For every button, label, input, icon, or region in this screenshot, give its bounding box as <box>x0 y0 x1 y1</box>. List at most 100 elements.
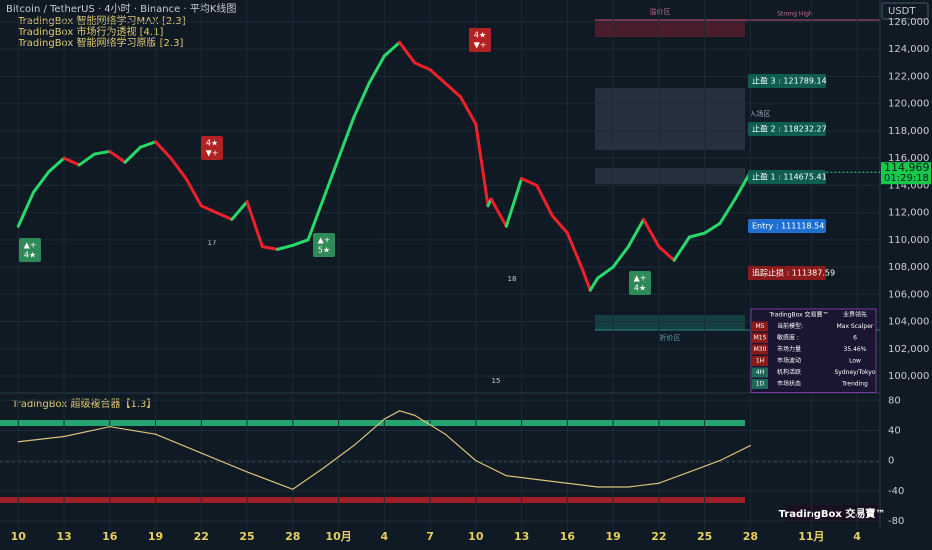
y-tick-label: 80 <box>888 395 901 406</box>
signal-box <box>313 233 335 257</box>
y-tick-label: 120,000 <box>888 99 929 110</box>
table-tf <box>752 367 768 378</box>
price-segment <box>382 40 402 58</box>
price-segment <box>657 245 676 262</box>
count-label: 15 <box>492 377 501 385</box>
price-box <box>881 162 931 185</box>
oscillator-segment <box>414 414 446 435</box>
table-cell: 6 <box>853 335 857 342</box>
table-cell: Sydney/Tokyo <box>834 369 875 376</box>
table-tf <box>752 321 768 332</box>
price-segment <box>93 149 112 156</box>
y-tick-label: 110,000 <box>888 235 929 246</box>
oscillator-segment <box>322 444 355 469</box>
price-segment <box>16 190 36 228</box>
price-segment <box>413 61 432 72</box>
signal-bottom: 4★ <box>24 251 36 260</box>
count-label: 17 <box>208 239 217 247</box>
x-tick-label: 22 <box>651 530 666 543</box>
oscillator-segment <box>353 418 385 447</box>
level-label: 止盈 3 : 121789.14 <box>752 76 827 86</box>
table-cell: 市场力量 <box>777 345 801 353</box>
table-cell: M5 <box>756 323 765 330</box>
table-cell: 市场波动 <box>777 357 801 365</box>
price-segment <box>367 54 386 85</box>
table-cell: Trending <box>841 381 868 388</box>
x-tick-label: 16 <box>102 530 118 543</box>
price-segment <box>474 122 490 208</box>
x-tick-label: 11月 <box>798 530 824 543</box>
price-segment <box>260 245 280 251</box>
table-tf <box>752 333 768 343</box>
price-segment <box>62 156 81 167</box>
signal-box <box>19 238 41 262</box>
table-cell: 机构活跃 <box>777 368 801 376</box>
premium-zone <box>595 20 745 37</box>
osc-bottom-band <box>0 497 745 503</box>
price-segment <box>199 204 219 215</box>
price-segment <box>32 170 51 194</box>
price-segment <box>443 81 463 99</box>
oscillator-segment <box>154 433 202 454</box>
table-cell: 市场状态 <box>777 380 801 388</box>
level-box <box>748 74 826 88</box>
table-cell: 1D <box>756 381 765 388</box>
x-tick-label: 19 <box>605 530 620 543</box>
oscillator-segment <box>658 471 690 484</box>
entry-zone <box>595 88 745 150</box>
table-tf <box>752 379 768 389</box>
header-title: Bitcoin / TetherUS · 4小时 · Binance · 平均K… <box>6 2 236 15</box>
price-segment <box>184 177 203 208</box>
level-label: Entry : 111118.54 <box>752 222 824 231</box>
countdown: 01:29:18 <box>884 173 929 184</box>
price-segment <box>520 177 539 187</box>
zone-label: Strong High <box>777 11 813 18</box>
price-segment <box>642 217 661 249</box>
oscillator-segment <box>719 444 751 462</box>
table-cell: 1H <box>756 358 764 365</box>
zone-label: 入场区 <box>750 109 771 118</box>
table-bg <box>750 308 877 393</box>
level-box <box>748 122 826 136</box>
y-tick-label: 106,000 <box>888 289 929 300</box>
x-tick-label: 10 <box>11 530 27 543</box>
oscillator-segment <box>444 433 477 462</box>
discount-zone <box>595 315 745 330</box>
y-tick-label: 108,000 <box>888 262 929 273</box>
signal-top: ▲+ <box>318 236 331 245</box>
level-box <box>748 219 826 233</box>
currency-box[interactable] <box>881 2 929 20</box>
price-segment <box>626 217 646 249</box>
osc-top-band <box>0 420 745 426</box>
table-cell: Low <box>849 358 861 365</box>
x-tick-label: 19 <box>148 530 163 543</box>
y-tick-label: -40 <box>888 486 904 497</box>
level-box <box>748 266 826 280</box>
y-tick-label: 104,000 <box>888 317 929 328</box>
price-segment <box>398 40 417 65</box>
x-tick-label: 10月 <box>325 530 351 543</box>
level-label: 追踪止损 : 111387.59 <box>752 268 835 278</box>
x-tick-label: 7 <box>426 530 434 543</box>
oscillator-segment <box>475 460 507 477</box>
y-tick-label: 124,000 <box>888 44 929 55</box>
oscillator-segment <box>292 467 324 490</box>
y-tick-label: 114,000 <box>888 180 929 191</box>
price-segment <box>123 145 142 164</box>
signal-box <box>469 28 491 52</box>
oscillator-segment <box>398 410 416 416</box>
oscillator-segment <box>505 475 538 481</box>
y-tick-label: 40 <box>888 425 901 436</box>
zone-label: 折价区 <box>660 333 681 342</box>
table-header: TradingBox 交易寶™ <box>768 311 828 319</box>
price-segment <box>352 81 371 119</box>
price-segment <box>535 183 554 217</box>
x-tick-label: 28 <box>743 530 758 543</box>
y-tick-label: 100,000 <box>888 371 929 382</box>
price-segment <box>504 177 524 228</box>
signal-box <box>201 136 223 160</box>
signal-bottom: ▼+ <box>206 149 219 158</box>
table-cell: 4H <box>756 369 764 376</box>
price-segment <box>428 68 447 85</box>
x-tick-label: 13 <box>514 530 529 543</box>
